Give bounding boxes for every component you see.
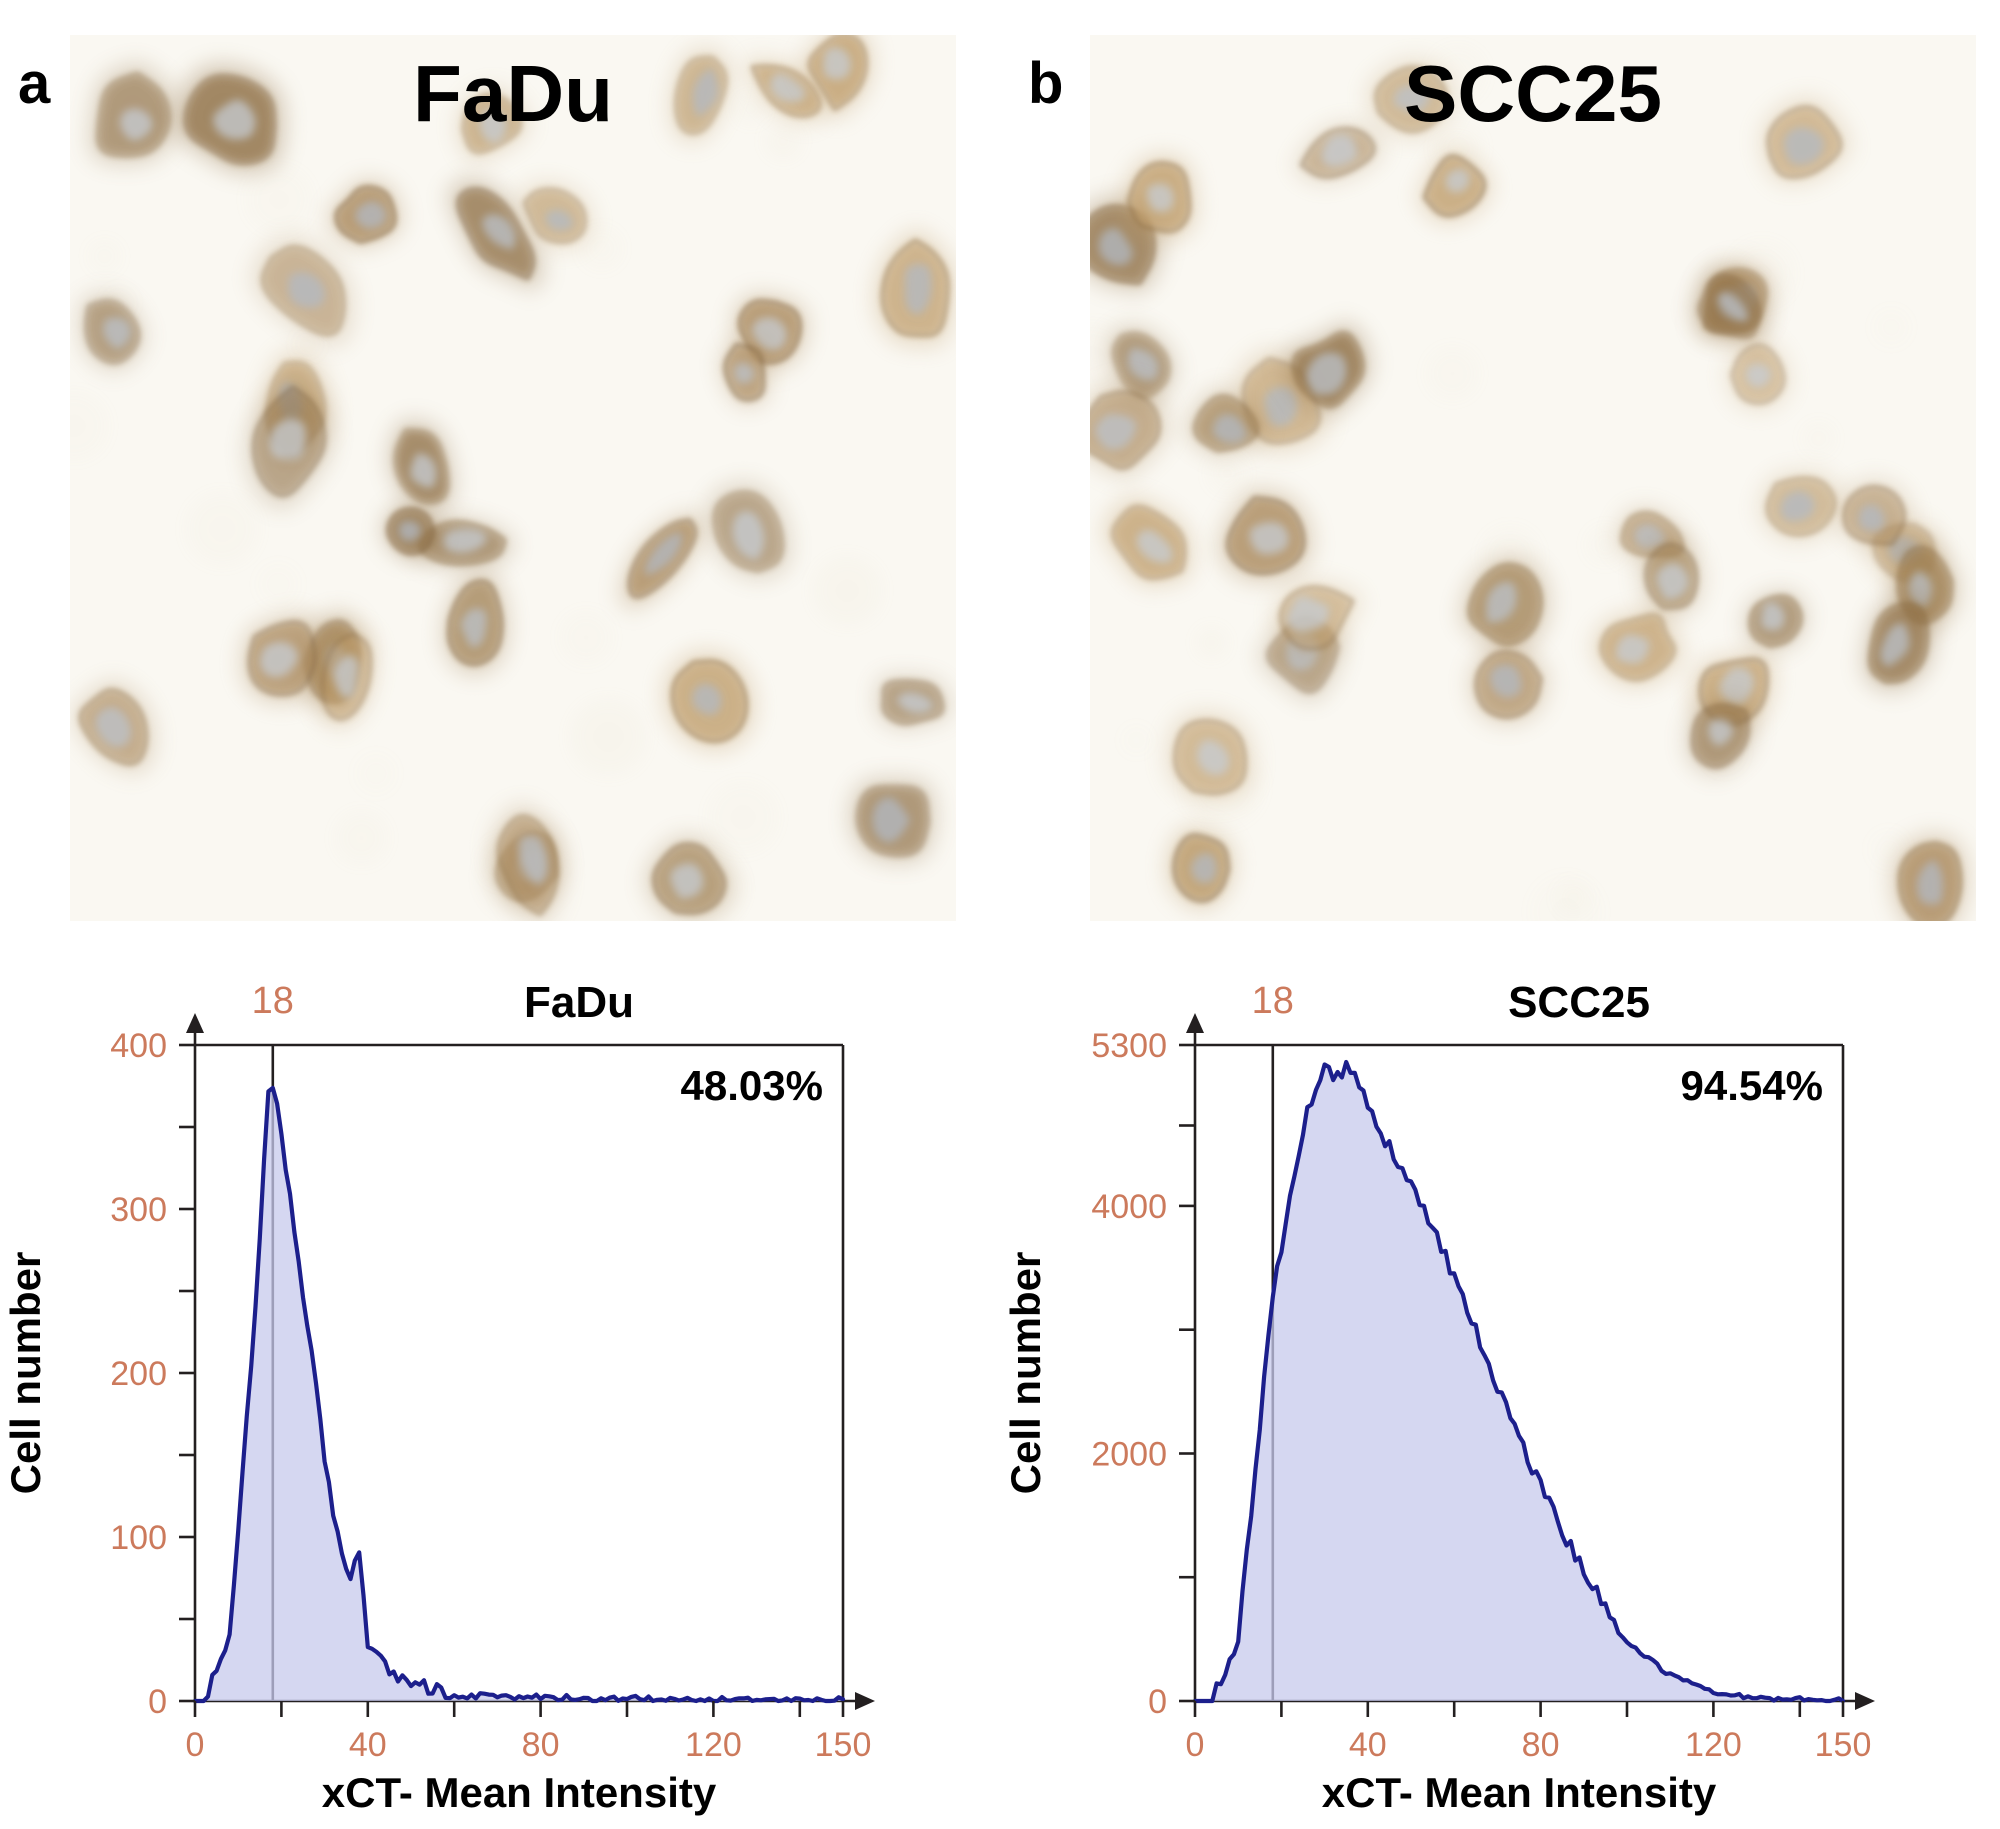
- svg-text:0: 0: [1186, 1726, 1205, 1764]
- svg-text:0: 0: [1148, 1683, 1167, 1721]
- svg-text:0: 0: [186, 1726, 205, 1764]
- svg-text:150: 150: [1815, 1726, 1872, 1764]
- svg-text:100: 100: [110, 1519, 167, 1557]
- svg-text:xCT- Mean Intensity: xCT- Mean Intensity: [322, 1769, 717, 1816]
- svg-text:0: 0: [148, 1683, 167, 1721]
- svg-text:40: 40: [349, 1726, 387, 1764]
- svg-text:48.03%: 48.03%: [681, 1062, 823, 1109]
- svg-text:94.54%: 94.54%: [1681, 1062, 1823, 1109]
- svg-text:200: 200: [110, 1355, 167, 1393]
- svg-text:300: 300: [110, 1191, 167, 1229]
- svg-text:150: 150: [815, 1726, 872, 1764]
- svg-text:xCT- Mean Intensity: xCT- Mean Intensity: [1322, 1769, 1717, 1816]
- svg-text:4000: 4000: [1091, 1188, 1167, 1226]
- svg-text:5300: 5300: [1091, 1027, 1167, 1065]
- svg-text:120: 120: [1685, 1726, 1742, 1764]
- svg-text:80: 80: [1522, 1726, 1560, 1764]
- svg-text:Cell number: Cell number: [1002, 1252, 1049, 1495]
- svg-text:120: 120: [685, 1726, 742, 1764]
- svg-text:40: 40: [1349, 1726, 1387, 1764]
- svg-text:FaDu: FaDu: [524, 978, 634, 1027]
- svg-text:18: 18: [1252, 980, 1294, 1022]
- svg-text:18: 18: [252, 980, 294, 1022]
- svg-text:400: 400: [110, 1027, 167, 1065]
- svg-text:80: 80: [522, 1726, 560, 1764]
- svg-text:Cell number: Cell number: [2, 1252, 49, 1495]
- svg-text:2000: 2000: [1091, 1436, 1167, 1474]
- svg-text:SCC25: SCC25: [1508, 978, 1650, 1027]
